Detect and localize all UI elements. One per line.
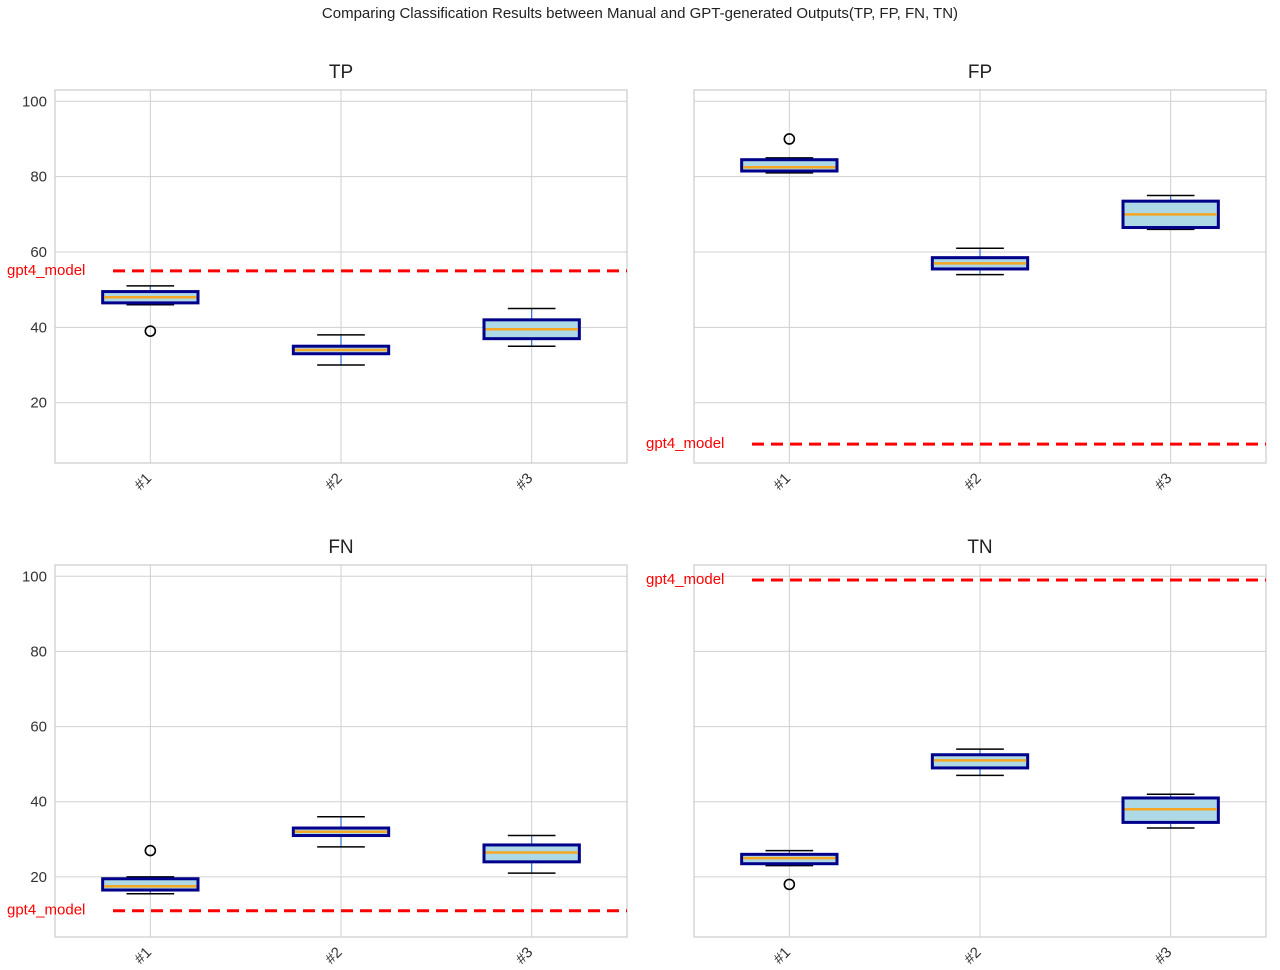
panel-tn: TN #1 #2 #3 gpt4_model: [646, 537, 1267, 968]
box-body: [740, 158, 839, 173]
axes-frame: [54, 564, 628, 938]
y-tick-label: 100: [22, 93, 47, 110]
box-3: [1121, 793, 1220, 829]
x-tick-label: #1: [131, 470, 155, 494]
box-3: [482, 307, 581, 347]
x-tick-label: #2: [322, 470, 346, 494]
outlier-point: [783, 133, 796, 145]
y-tick-label: 20: [30, 869, 47, 886]
reference-label: gpt4_model: [7, 902, 85, 919]
box-2: [930, 748, 1030, 777]
x-tick-label: #2: [322, 944, 346, 968]
y-tick-label: 80: [30, 643, 47, 660]
x-tick-label: #3: [513, 470, 537, 494]
panel-title: FP: [968, 62, 992, 83]
x-tick-label: #1: [131, 944, 155, 968]
reference-label: gpt4_model: [646, 571, 724, 588]
box-3: [482, 834, 581, 874]
box-2: [291, 816, 391, 848]
axes-frame: [693, 89, 1267, 464]
reference-label: gpt4_model: [646, 435, 724, 452]
box-1: [740, 133, 839, 174]
panel-title: FN: [328, 537, 353, 558]
x-tick-label: #3: [1152, 470, 1176, 494]
panel-tp: TP 20 40 60 80 100 #1 #2 #3 gpt4_model: [7, 62, 628, 494]
box-1: [740, 849, 839, 891]
box-body: [101, 877, 200, 892]
x-tick-label: #1: [770, 944, 794, 968]
y-tick-label: 40: [30, 794, 47, 811]
panel-fp: FP #1 #2 #3 gpt4_model: [646, 62, 1267, 494]
box-3: [1121, 194, 1220, 231]
y-tick-label: 100: [22, 568, 47, 585]
box-1: [101, 285, 200, 337]
figure-title: Comparing Classification Results between…: [321, 5, 959, 22]
y-tick-label: 60: [30, 719, 47, 736]
x-tick-label: #1: [770, 470, 794, 494]
y-tick-label: 40: [30, 319, 47, 336]
y-tick-label: 80: [30, 169, 47, 186]
box-1: [101, 844, 200, 895]
axes-frame: [693, 564, 1267, 938]
axes-frame: [54, 89, 628, 464]
outlier-point: [144, 325, 157, 337]
x-tick-label: #2: [961, 944, 985, 968]
box-2: [291, 334, 391, 366]
x-tick-label: #2: [961, 470, 985, 494]
panel-fn: FN 20 40 60 80 100 #1 #2 #3 gpt4_model: [7, 537, 628, 968]
outlier-point: [144, 844, 157, 857]
box-2: [930, 247, 1030, 276]
panel-title: TP: [329, 62, 353, 83]
x-tick-label: #3: [513, 944, 537, 968]
outlier-point: [783, 878, 796, 891]
x-tick-label: #3: [1152, 944, 1176, 968]
reference-label: gpt4_model: [7, 262, 85, 279]
y-tick-label: 20: [30, 395, 47, 412]
y-tick-label: 60: [30, 244, 47, 261]
panel-title: TN: [967, 537, 992, 558]
